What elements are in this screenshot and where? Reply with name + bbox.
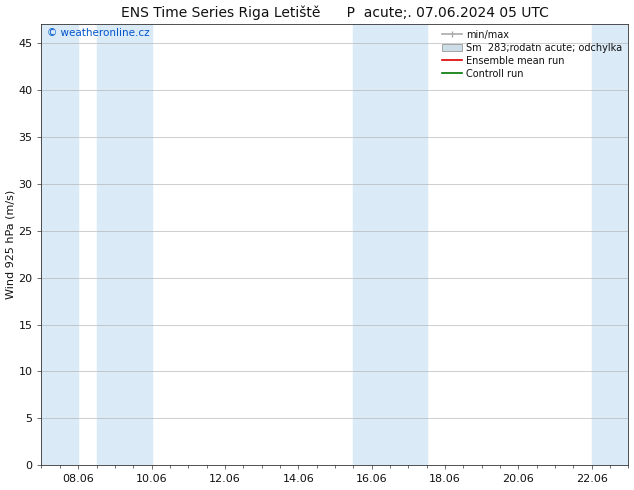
Bar: [41, 24, 78, 465]
Title: ENS Time Series Riga Letiště      P  acute;. 07.06.2024 05 UTC: ENS Time Series Riga Letiště P acute;. 0…: [121, 5, 549, 20]
Bar: [96, 24, 152, 465]
Text: © weatheronline.cz: © weatheronline.cz: [48, 28, 150, 38]
Legend: min/max, Sm  283;rodatn acute; odchylka, Ensemble mean run, Controll run: min/max, Sm 283;rodatn acute; odchylka, …: [438, 26, 626, 82]
Bar: [390, 24, 427, 465]
Y-axis label: Wind 925 hPa (m/s): Wind 925 hPa (m/s): [6, 190, 16, 299]
Bar: [592, 24, 628, 465]
Bar: [353, 24, 390, 465]
